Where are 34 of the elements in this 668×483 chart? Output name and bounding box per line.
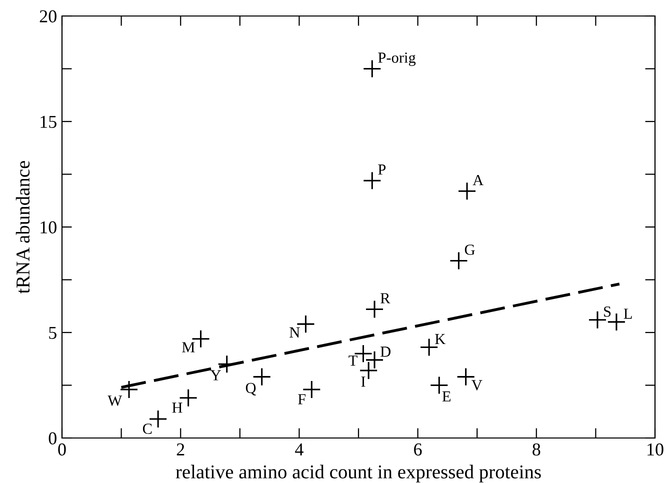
annotation: C <box>142 424 152 434</box>
annotation: Q <box>246 382 256 396</box>
annotation: S <box>604 306 611 317</box>
annotation: M <box>182 342 195 352</box>
annotation: P <box>378 164 386 175</box>
x-tick-label: 2 <box>176 443 184 456</box>
x-tick-label: 10 <box>648 443 664 456</box>
y-tick-label: 20 <box>40 10 56 22</box>
x-tick-label: 4 <box>295 444 304 456</box>
annotation: P-orig <box>378 52 416 66</box>
annotation: F <box>298 394 306 404</box>
annotation: L <box>624 308 632 319</box>
annotation: R <box>380 293 390 304</box>
annotation: G <box>464 244 475 255</box>
y-tick-label: 15 <box>40 116 56 128</box>
annotation: H <box>172 402 182 413</box>
annotation: K <box>435 334 446 344</box>
y-tick-label: 5 <box>49 326 56 339</box>
annotation: I <box>361 376 366 387</box>
annotation: Y <box>210 370 221 380</box>
annotation: E <box>442 391 450 402</box>
annotation: A <box>472 175 484 186</box>
x-tick-label: 6 <box>414 443 422 456</box>
y-tick-label: 10 <box>40 221 56 234</box>
y-tick-label: 0 <box>48 432 56 444</box>
annotation: N <box>290 327 300 338</box>
annotation: T <box>348 356 358 366</box>
annotation: D <box>380 346 390 357</box>
annotation: W <box>108 396 122 406</box>
x-tick-label: 8 <box>532 443 540 456</box>
x-axis-title: relative amino acid count in expressed proteins <box>176 464 541 482</box>
annotation: V <box>472 380 482 390</box>
y-axis-title: tRNA abundance <box>16 160 30 294</box>
x-tick-label: 0 <box>58 443 66 456</box>
